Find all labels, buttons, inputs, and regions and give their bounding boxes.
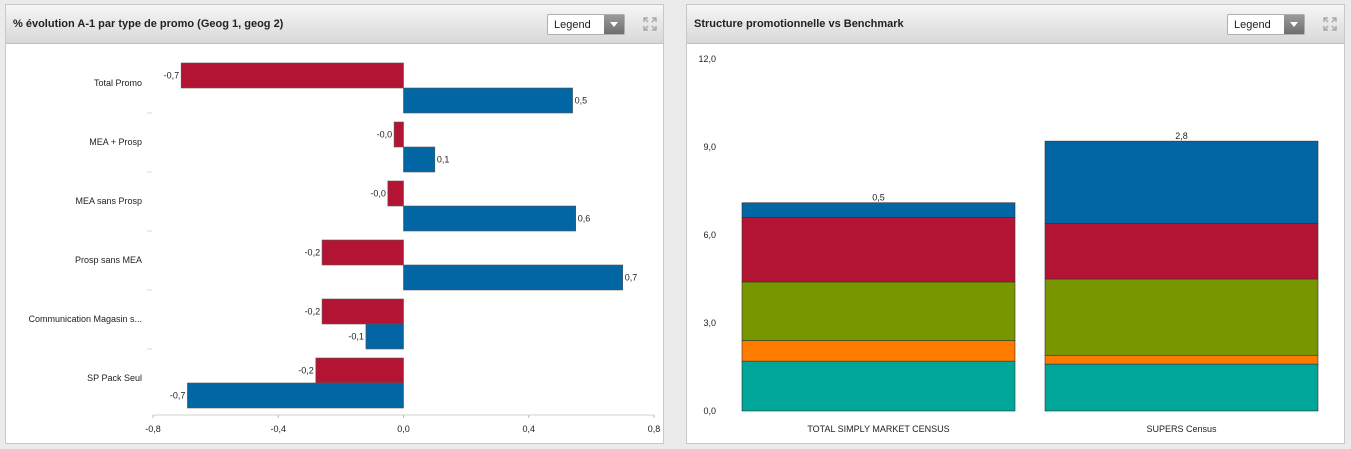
data-label: 2,8 xyxy=(1175,131,1188,141)
data-label: -0,2 xyxy=(305,307,321,317)
data-label: -0,1 xyxy=(348,332,364,342)
structure-chart-panel: Structure promotionnelle vs Benchmark Le… xyxy=(686,4,1345,444)
category-label: TOTAL SIMPLY MARKET CENSUS xyxy=(807,424,949,434)
y-tick-label: 12,0 xyxy=(698,54,716,64)
data-label: -0,2 xyxy=(305,248,321,258)
bar xyxy=(403,205,577,232)
legend-dropdown[interactable]: Legend xyxy=(547,14,625,35)
x-tick-label: 0,0 xyxy=(397,424,410,434)
bar xyxy=(393,121,404,148)
data-label: -0,7 xyxy=(164,71,180,81)
data-label: 0,6 xyxy=(578,214,591,224)
expand-icon[interactable] xyxy=(642,16,658,32)
y-tick-label: 9,0 xyxy=(703,142,716,152)
category-label: MEA sans Prosp xyxy=(75,196,142,206)
y-tick-label: 0,0 xyxy=(703,406,716,416)
data-label: -0,7 xyxy=(170,391,186,401)
legend-dropdown[interactable]: Legend xyxy=(1227,14,1305,35)
category-label: SP Pack Seul xyxy=(87,373,142,383)
expand-icon[interactable] xyxy=(1322,16,1338,32)
legend-dropdown-label: Legend xyxy=(554,19,591,31)
evolution-chart-panel: % évolution A-1 par type de promo (Geog … xyxy=(5,4,664,444)
category-label: Communication Magasin s... xyxy=(28,314,142,324)
stacked-segment xyxy=(741,202,1016,218)
stacked-segment xyxy=(1044,278,1319,356)
panel-title: % évolution A-1 par type de promo (Geog … xyxy=(13,18,284,30)
bar xyxy=(180,62,404,89)
bar xyxy=(365,323,404,350)
stacked-segment xyxy=(741,340,1016,362)
x-tick-label: -0,8 xyxy=(145,424,161,434)
x-tick-label: 0,4 xyxy=(522,424,535,434)
bar xyxy=(321,239,404,266)
data-label: 0,5 xyxy=(872,193,885,203)
data-label: -0,0 xyxy=(370,189,386,199)
data-label: 0,5 xyxy=(575,96,588,106)
bar xyxy=(403,264,623,291)
stacked-segment xyxy=(741,281,1016,341)
bar xyxy=(315,357,404,384)
stacked-segment xyxy=(741,217,1016,283)
stacked-segment xyxy=(1044,354,1319,365)
stacked-segment xyxy=(1044,222,1319,280)
y-tick-label: 3,0 xyxy=(703,318,716,328)
stacked-segment xyxy=(1044,140,1319,224)
category-label: MEA + Prosp xyxy=(89,137,142,147)
bar xyxy=(387,180,404,207)
bar xyxy=(403,146,436,173)
data-label: -0,2 xyxy=(298,366,314,376)
panel-header: Structure promotionnelle vs Benchmark Le… xyxy=(687,5,1344,44)
x-tick-label: 0,8 xyxy=(648,424,661,434)
category-label: SUPERS Census xyxy=(1146,424,1217,434)
stacked-segment xyxy=(741,360,1016,412)
chevron-down-icon[interactable] xyxy=(604,15,624,34)
bar xyxy=(187,382,404,409)
panel-header: % évolution A-1 par type de promo (Geog … xyxy=(6,5,663,44)
bar xyxy=(403,87,573,114)
stacked-segment xyxy=(1044,363,1319,412)
data-label: 0,7 xyxy=(625,273,638,283)
panel-title: Structure promotionnelle vs Benchmark xyxy=(694,18,904,30)
chevron-down-icon[interactable] xyxy=(1284,15,1304,34)
legend-dropdown-label: Legend xyxy=(1234,19,1271,31)
evolution-bar-chart: Total Promo -0,7 0,5 MEA + Prosp -0,0 0,1 MEA … xyxy=(28,62,661,434)
bar xyxy=(321,298,404,325)
category-label: Total Promo xyxy=(94,78,142,88)
data-label: -0,0 xyxy=(377,130,393,140)
y-tick-label: 6,0 xyxy=(703,230,716,240)
category-label: Prosp sans MEA xyxy=(75,255,142,265)
x-tick-label: -0,4 xyxy=(270,424,286,434)
data-label: 0,1 xyxy=(437,155,450,165)
